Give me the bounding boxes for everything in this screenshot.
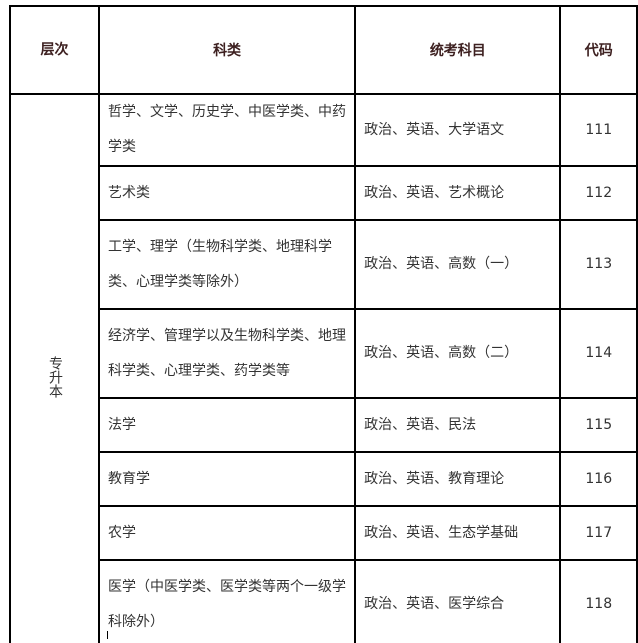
code-cell: 115 — [559, 397, 638, 453]
code-cell: 113 — [559, 219, 638, 310]
category-cell: 工学、理学（生物科学类、地理科学类、心理学类等除外） — [97, 219, 357, 310]
category-cell: 教育学 — [97, 451, 357, 507]
category-cell: 经济学、管理学以及生物科学类、地理科学类、心理学类、药学类等 — [97, 308, 357, 399]
header-code: 代码 — [559, 5, 638, 95]
code-cell: 116 — [559, 451, 638, 507]
category-cell: 法学 — [97, 397, 357, 453]
exam-subjects-table: 层次 科类 统考科目 代码 专升本 哲学、文学、历史学、中医学类、中药学类 政治、英… — [9, 5, 638, 643]
level-cell: 专升本 — [9, 93, 100, 643]
subjects-cell: 政治、英语、医学综合 — [354, 559, 562, 643]
subjects-cell: 政治、英语、大学语文 — [354, 93, 562, 167]
category-cell: 艺术类 — [97, 165, 357, 221]
category-cell: 农学 — [97, 505, 357, 561]
header-category: 科类 — [97, 5, 357, 95]
category-cell: 医学（中医学类、医学类等两个一级学科除外） — [97, 559, 357, 643]
code-cell: 112 — [559, 165, 638, 221]
header-level: 层次 — [9, 5, 100, 95]
subjects-cell: 政治、英语、民法 — [354, 397, 562, 453]
table-row: 教育学 政治、英语、教育理论 116 — [10, 451, 638, 507]
subjects-cell: 政治、英语、生态学基础 — [354, 505, 562, 561]
code-cell: 111 — [559, 93, 638, 167]
next-row-partial — [107, 631, 108, 639]
category-cell: 哲学、文学、历史学、中医学类、中药学类 — [97, 93, 357, 167]
table-row: 艺术类 政治、英语、艺术概论 112 — [10, 165, 638, 221]
code-cell: 114 — [559, 308, 638, 399]
subjects-cell: 政治、英语、高数（二） — [354, 308, 562, 399]
table-row: 医学（中医学类、医学类等两个一级学科除外） 政治、英语、医学综合 118 — [10, 559, 638, 643]
subjects-cell: 政治、英语、高数（一） — [354, 219, 562, 310]
table-row: 经济学、管理学以及生物科学类、地理科学类、心理学类、药学类等 政治、英语、高数（二… — [10, 308, 638, 399]
header-row: 层次 科类 统考科目 代码 — [9, 5, 638, 95]
table-row: 工学、理学（生物科学类、地理科学类、心理学类等除外） 政治、英语、高数（一） 113 — [10, 219, 638, 310]
subjects-cell: 政治、英语、教育理论 — [354, 451, 562, 507]
header-subjects: 统考科目 — [354, 5, 562, 95]
table-row: 农学 政治、英语、生态学基础 117 — [10, 505, 638, 561]
code-cell: 118 — [559, 559, 638, 643]
code-cell: 117 — [559, 505, 638, 561]
table-row: 法学 政治、英语、民法 115 — [10, 397, 638, 453]
table-row: 专升本 哲学、文学、历史学、中医学类、中药学类 政治、英语、大学语文 111 — [9, 93, 638, 643]
subjects-cell: 政治、英语、艺术概论 — [354, 165, 562, 221]
